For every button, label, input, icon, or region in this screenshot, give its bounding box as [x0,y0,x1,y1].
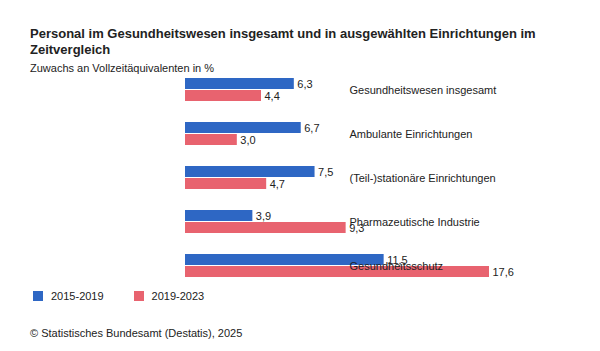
svg-text:17,6: 17,6 [493,266,514,278]
html-text:© Statistisches Bundesamt (Des: © Statistisches Bundesamt (Destatis), 20… [30,327,243,339]
svg-text:Gesundheitsschutz: Gesundheitsschutz [350,260,444,272]
svg-text:4,7: 4,7 [270,178,285,190]
svg-text:6,3: 6,3 [297,78,312,90]
svg-text:3,9: 3,9 [256,210,271,222]
html-text:Personal im Gesundheitswesen i: Personal im Gesundheitswesen insgesamt u… [30,26,536,57]
svg-text:3,0: 3,0 [240,134,255,146]
svg-text:(Teil-)stationäre Einrichtunge: (Teil-)stationäre Einrichtungen [350,172,496,184]
html-text:2019-2023: 2019-2023 [151,290,205,302]
html-text:2015-2019: 2015-2019 [51,290,104,302]
svg-text:7,5: 7,5 [318,166,333,178]
svg-text:Gesundheitswesen insgesamt: Gesundheitswesen insgesamt [350,84,497,96]
svg-text:Pharmazeutische Industrie: Pharmazeutische Industrie [350,216,480,228]
svg-text:Ambulante Einrichtungen: Ambulante Einrichtungen [350,128,473,140]
svg-text:4,4: 4,4 [265,90,280,102]
html-text:Zuwachs an Vollzeitäquivalente: Zuwachs an Vollzeitäquivalenten in % [30,62,215,74]
svg-text:6,7: 6,7 [304,122,319,134]
